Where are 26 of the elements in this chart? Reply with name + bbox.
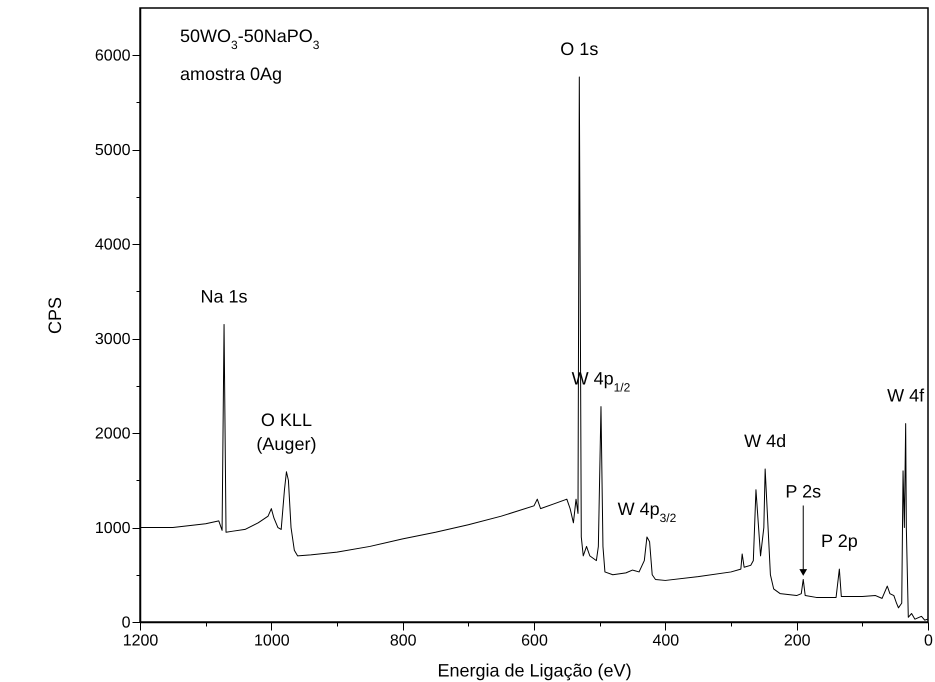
x-tick-label: 800: [390, 632, 417, 650]
y-tick-label: 4000: [94, 236, 131, 254]
y-tick-label: 3000: [94, 331, 131, 348]
annotation: Na 1s: [200, 286, 248, 306]
y-tick-label: 2000: [94, 426, 131, 443]
x-tick-label: 200: [784, 632, 811, 650]
annotation: W 4p$_{3/2}$: [618, 498, 677, 525]
x-axis-title: Energia de Ligação (eV): [437, 660, 632, 680]
annotation: O 1s: [560, 38, 598, 59]
y-axis-title: CPS: [44, 296, 65, 334]
annotation: P 2s: [785, 481, 822, 502]
annotation: amostra 0Ag: [180, 64, 282, 84]
x-tick-label: 1200: [122, 632, 158, 650]
annotation: W 4f: [887, 386, 926, 406]
annotation: O KLL (Auger): [256, 410, 316, 454]
y-tick-label: 0: [122, 614, 131, 632]
y-tick-label: 5000: [94, 142, 131, 160]
annotation: P 2p: [821, 531, 858, 552]
annotation: W 4d: [744, 430, 786, 451]
x-tick-label: 0: [924, 632, 934, 650]
y-tick-label: 1000: [94, 520, 131, 538]
x-tick-label: 600: [521, 632, 548, 650]
y-tick-label: 6000: [94, 48, 131, 65]
x-tick-label: 1000: [254, 632, 290, 650]
x-tick-label: 400: [652, 632, 680, 650]
annotation: 50WO$_{3}$-50NaPO$_{3}$: [180, 26, 320, 52]
